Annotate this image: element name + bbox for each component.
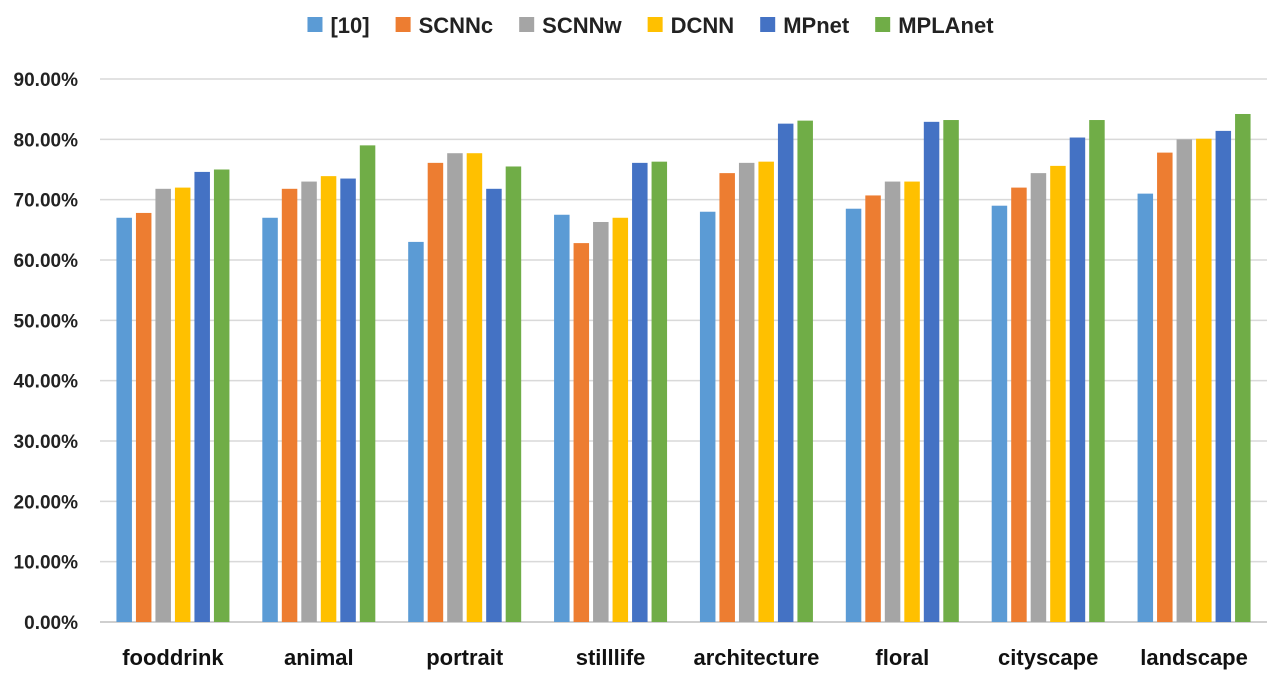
bar-10-portrait: [408, 241, 424, 622]
bar-dcnn-architecture: [758, 161, 774, 622]
y-tick-label: 40.00%: [14, 372, 79, 393]
bar-dcnn-floral: [904, 181, 920, 623]
bar-10-fooddrink: [116, 217, 132, 622]
x-category-label: cityscape: [998, 645, 1098, 670]
bar-scnnw-floral: [884, 181, 901, 623]
legend-label: DCNN: [671, 13, 735, 38]
bar-10-cityscape: [991, 205, 1008, 622]
bar-scnnc-fooddrink: [135, 212, 152, 622]
bar-mplanet-animal: [359, 145, 376, 622]
bar-mpnet-floral: [923, 121, 940, 622]
legend-label: SCNNw: [542, 13, 622, 38]
bar-10-floral: [845, 208, 862, 622]
y-axis-tick-labels: 0.00% 10.00% 20.00% 30.00% 40.00% 50.00% 60.00…: [14, 70, 79, 634]
bar-scnnw-fooddrink: [155, 188, 171, 622]
x-category-label: floral: [875, 645, 929, 670]
bar-mplanet-portrait: [505, 166, 522, 622]
legend-label: SCNNc: [419, 13, 494, 38]
bar-10-landscape: [1137, 193, 1154, 622]
bar-dcnn-fooddrink: [174, 187, 191, 622]
bar-scnnw-stilllife: [593, 221, 609, 623]
bar-mplanet-architecture: [797, 120, 813, 622]
bar-10-architecture: [699, 211, 716, 622]
x-category-label: stilllife: [576, 645, 646, 670]
bar-scnnc-portrait: [427, 162, 444, 622]
bar-mpnet-architecture: [777, 123, 794, 622]
legend-swatch: [519, 17, 535, 32]
bar-mpnet-animal: [340, 178, 356, 623]
bars: [116, 113, 1251, 623]
legend-swatch: [647, 17, 663, 32]
legend-swatch: [395, 17, 411, 32]
y-tick-label: 80.00%: [14, 130, 79, 151]
x-category-label: animal: [284, 645, 354, 670]
bar-scnnw-landscape: [1176, 139, 1193, 623]
bar-dcnn-landscape: [1196, 138, 1212, 623]
x-category-label: fooddrink: [122, 645, 224, 670]
bar-mplanet-cityscape: [1089, 120, 1105, 622]
legend-label: [10]: [330, 13, 369, 38]
bar-dcnn-stilllife: [612, 217, 629, 622]
legend: [10] SCNNc SCNNw DCNN MPnet MPLAnet: [307, 13, 994, 38]
bar-dcnn-animal: [320, 176, 337, 623]
x-category-label: architecture: [693, 645, 819, 670]
y-tick-label: 0.00%: [24, 613, 78, 634]
bar-scnnc-floral: [865, 195, 881, 622]
legend-swatch: [875, 17, 891, 32]
bar-mpnet-landscape: [1215, 130, 1232, 623]
bar-scnnc-stilllife: [573, 243, 590, 622]
bar-dcnn-cityscape: [1050, 165, 1066, 622]
y-tick-label: 60.00%: [14, 251, 79, 272]
legend-label: MPnet: [783, 13, 850, 38]
bar-mplanet-fooddrink: [213, 169, 230, 622]
bar-scnnw-portrait: [447, 153, 463, 622]
y-tick-label: 10.00%: [14, 553, 79, 574]
bar-mpnet-cityscape: [1069, 137, 1086, 623]
bar-dcnn-portrait: [466, 153, 483, 622]
x-category-label: portrait: [426, 645, 504, 670]
bar-scnnc-landscape: [1157, 152, 1173, 622]
bar-scnnc-architecture: [719, 173, 735, 622]
bar-scnnc-animal: [281, 188, 298, 622]
bar-scnnw-animal: [301, 181, 317, 623]
y-tick-label: 20.00%: [14, 492, 79, 513]
legend-swatch: [760, 17, 776, 32]
y-tick-label: 70.00%: [14, 191, 79, 212]
y-tick-label: 30.00%: [14, 432, 79, 453]
x-axis: fooddrink animal portrait stilllife architec…: [122, 645, 1248, 670]
y-tick-label: 90.00%: [14, 70, 79, 91]
bar-scnnc-cityscape: [1011, 187, 1027, 622]
bar-mplanet-floral: [943, 120, 959, 622]
bar-mplanet-stilllife: [651, 161, 668, 622]
bar-10-stilllife: [554, 214, 570, 622]
bar-mpnet-fooddrink: [194, 171, 210, 622]
x-category-label: landscape: [1140, 645, 1248, 670]
legend-label: MPLAnet: [898, 13, 994, 38]
bar-10-animal: [262, 217, 278, 622]
bar-mpnet-stilllife: [632, 162, 648, 622]
bar-mplanet-landscape: [1235, 113, 1251, 622]
bar-scnnw-cityscape: [1030, 173, 1047, 622]
y-tick-label: 50.00%: [14, 311, 79, 332]
bar-mpnet-portrait: [486, 188, 502, 622]
legend-swatch: [307, 17, 323, 32]
bar-scnnw-architecture: [738, 162, 755, 622]
